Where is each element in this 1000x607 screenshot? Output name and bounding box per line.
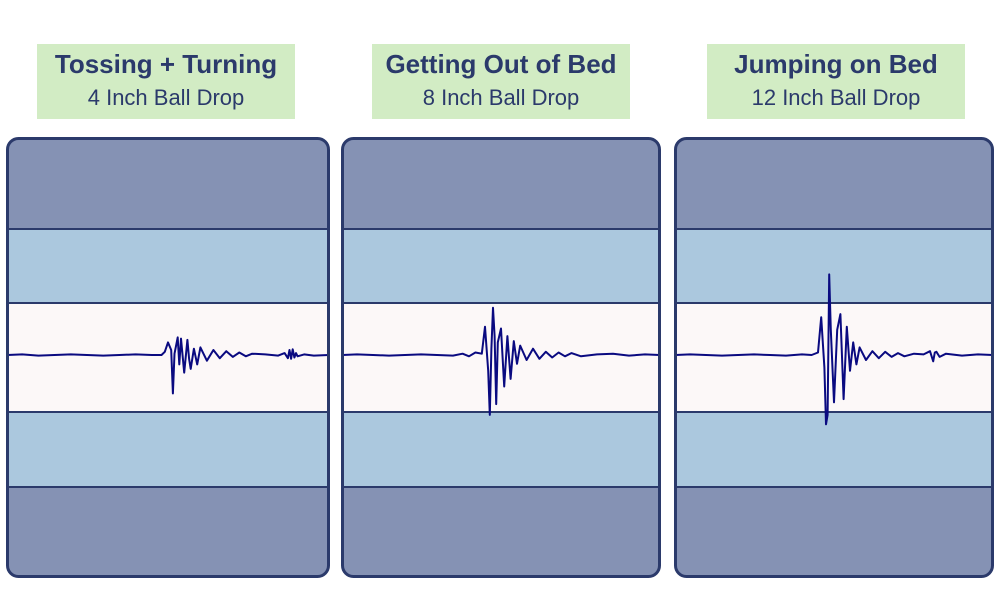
panel-1-title: Tossing + Turning [54, 49, 278, 79]
panel-3-svg [674, 137, 994, 578]
band-lower [675, 412, 993, 487]
band-bottom [675, 487, 993, 577]
panel-3-chart [674, 137, 994, 578]
band-upper [675, 229, 993, 303]
panel-2-chart [341, 137, 661, 578]
panel-3-subtitle: 12 Inch Ball Drop [751, 85, 921, 110]
panel-1-chart [6, 137, 330, 578]
panel-3-title: Jumping on Bed [734, 49, 938, 79]
band-upper [7, 229, 329, 303]
panel-1-frame [6, 137, 330, 578]
band-bottom [342, 487, 660, 577]
panel-3-label: Jumping on Bed 12 Inch Ball Drop [707, 44, 965, 119]
panel-1-svg [6, 137, 330, 578]
panel-3-frame [674, 137, 994, 578]
panel-2-subtitle: 8 Inch Ball Drop [422, 85, 580, 110]
band-top [342, 138, 660, 229]
panel-2-trace [342, 306, 660, 416]
panel-3-trace [675, 273, 993, 426]
band-top [675, 138, 993, 229]
band-lower [342, 412, 660, 487]
panel-3-bands [675, 138, 993, 577]
panel-2-svg [341, 137, 661, 578]
band-top [7, 138, 329, 229]
panel-1-label: Tossing + Turning 4 Inch Ball Drop [37, 44, 295, 119]
band-center [7, 303, 329, 412]
panel-2-label: Getting Out of Bed 8 Inch Ball Drop [372, 44, 630, 119]
panel-1-subtitle: 4 Inch Ball Drop [87, 85, 245, 110]
panel-2-frame [341, 137, 661, 578]
band-upper [342, 229, 660, 303]
panel-2-bands [342, 138, 660, 577]
panel-2-title: Getting Out of Bed [385, 49, 617, 79]
band-center [342, 303, 660, 412]
panel-1-bands [7, 138, 329, 577]
band-bottom [7, 487, 329, 577]
band-lower [7, 412, 329, 487]
panel-1-trace [7, 336, 329, 395]
